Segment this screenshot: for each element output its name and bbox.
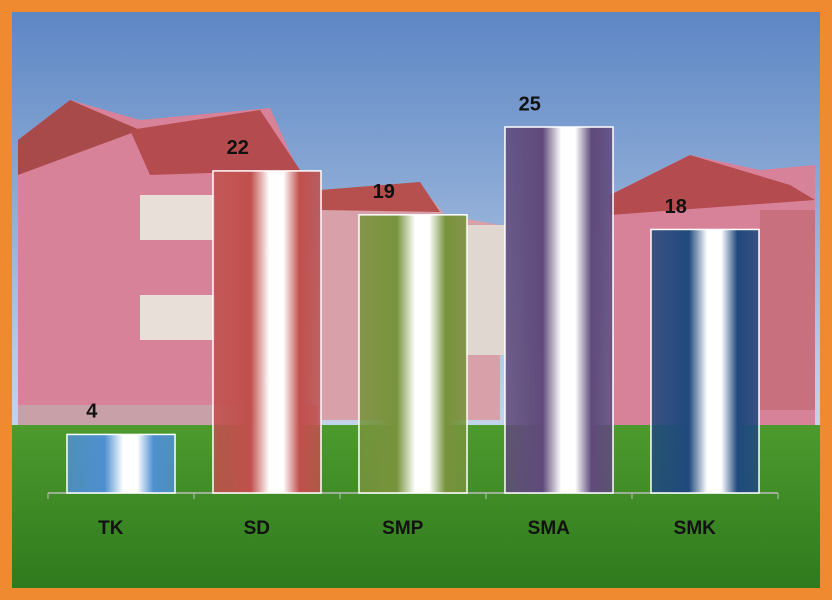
value-label: 18 — [665, 196, 687, 218]
bar — [504, 126, 614, 494]
x-tick-label: SMA — [528, 518, 571, 539]
bar — [358, 214, 468, 494]
x-tick-label: SD — [244, 518, 270, 539]
value-label: 25 — [519, 93, 541, 115]
x-tick-label: SMK — [674, 518, 717, 539]
bar — [650, 228, 760, 494]
value-label: 22 — [227, 137, 249, 159]
value-label: 4 — [86, 401, 98, 423]
bar — [66, 433, 176, 494]
x-tick-label: SMP — [382, 518, 424, 539]
x-tick-label: TK — [98, 518, 124, 539]
bar — [212, 170, 322, 494]
value-label: 19 — [373, 181, 395, 203]
